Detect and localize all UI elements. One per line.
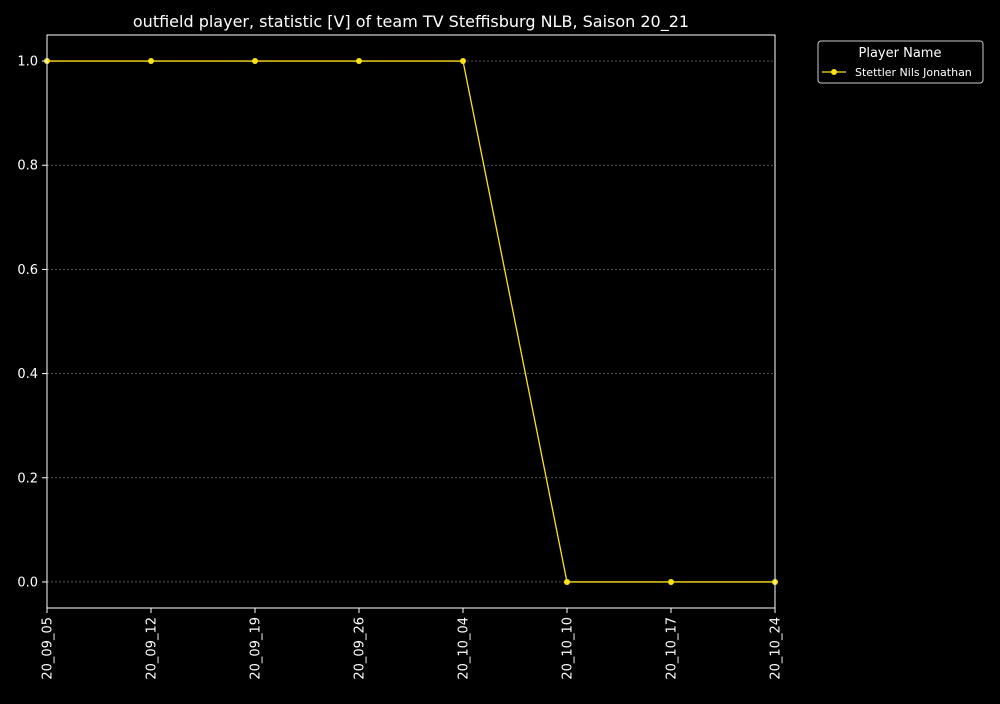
legend-series-label: Stettler Nils Jonathan bbox=[855, 66, 972, 79]
legend-box bbox=[817, 40, 984, 84]
x-tick-label: 20_10_04 bbox=[457, 617, 472, 680]
data-point bbox=[356, 58, 362, 65]
x-tick-label: 20_09_12 bbox=[145, 617, 160, 680]
x-tick-label: 20_10_24 bbox=[769, 617, 784, 680]
y-tick-label: 0.6 bbox=[17, 263, 38, 278]
data-point bbox=[148, 58, 154, 65]
data-point bbox=[252, 58, 258, 65]
x-tick-label: 20_10_17 bbox=[665, 617, 680, 680]
x-tick-label: 20_09_05 bbox=[41, 617, 56, 680]
legend-marker-swatch bbox=[831, 69, 837, 75]
data-point bbox=[564, 578, 570, 585]
y-tick-label: 0.0 bbox=[17, 575, 38, 590]
x-tick-label: 20_10_10 bbox=[561, 617, 576, 680]
series-line bbox=[47, 60, 775, 583]
legend-title: Player Name bbox=[859, 46, 942, 61]
data-point bbox=[668, 578, 674, 585]
x-tick-label: 20_09_19 bbox=[249, 617, 264, 680]
data-point bbox=[460, 58, 466, 65]
y-tick-label: 0.2 bbox=[17, 471, 38, 486]
x-tick-label: 20_09_26 bbox=[353, 617, 368, 680]
legend: Player Name Stettler Nils Jonathan bbox=[817, 40, 984, 84]
axis-layer: 0.0 0.2 0.4 0.6 0.8 1.0 20_09_05 20_09_12 20_09_… bbox=[17, 55, 783, 680]
y-tick-label: 0.4 bbox=[17, 367, 38, 382]
plot-frame bbox=[46, 34, 776, 609]
y-tick-label: 1.0 bbox=[17, 55, 38, 70]
chart-title: outfield player, statistic [V] of team T… bbox=[133, 12, 689, 32]
y-tick-label: 0.8 bbox=[17, 159, 38, 174]
